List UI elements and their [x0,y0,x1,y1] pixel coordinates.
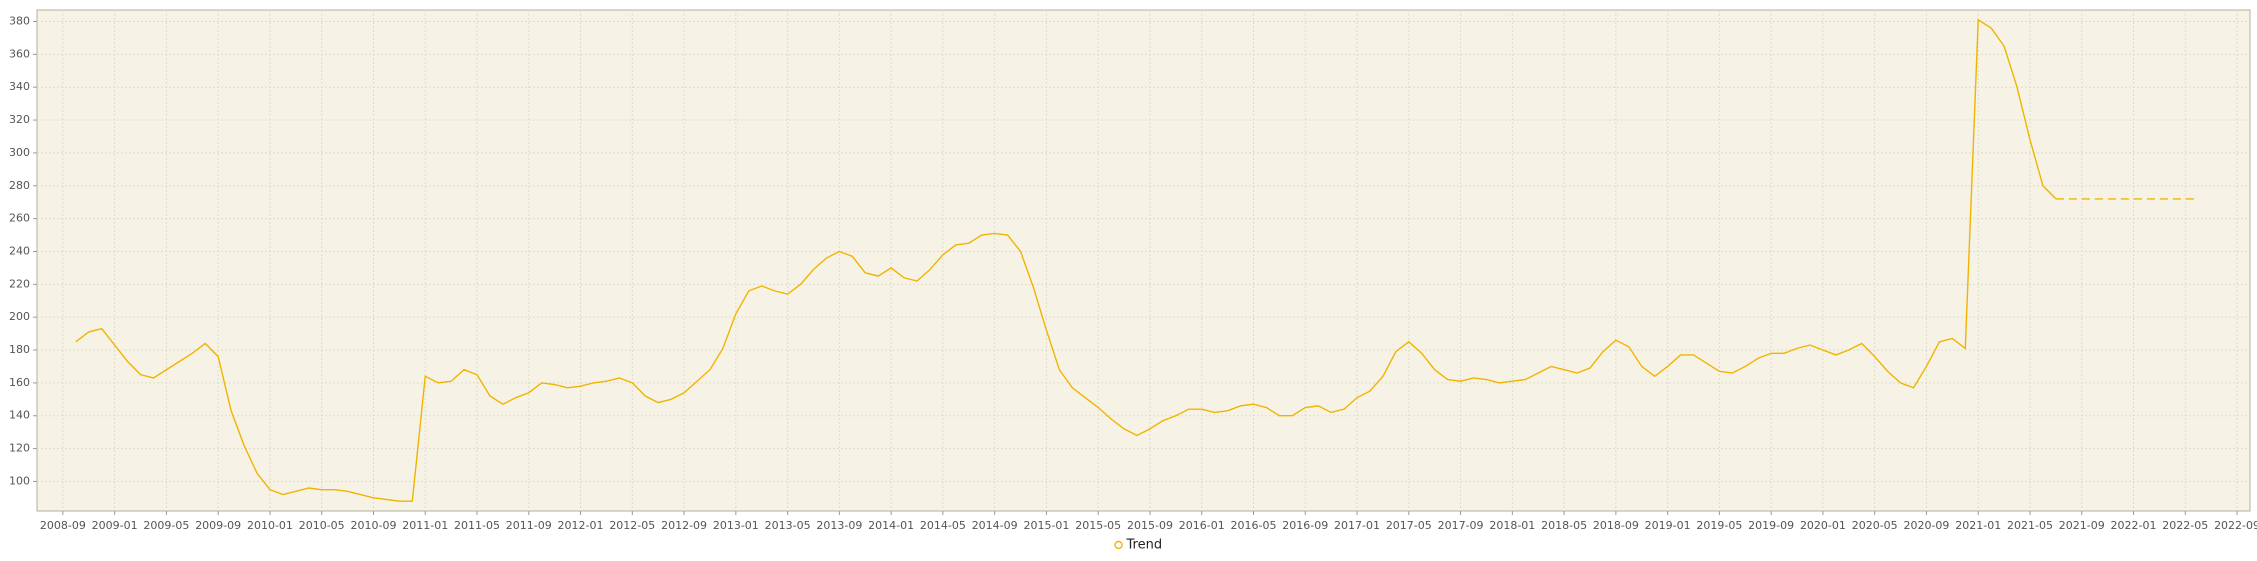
plot-area [36,9,2251,512]
x-tick-label: 2008-09 [40,519,86,532]
legend-marker [1114,540,1123,550]
y-tick-label: 320 [9,113,30,126]
x-tick-label: 2014-01 [868,519,914,532]
x-tick-label: 2013-05 [765,519,811,532]
x-tick-label: 2009-05 [143,519,189,532]
x-tick-label: 2011-01 [402,519,448,532]
x-tick-label: 2015-01 [1023,519,1069,532]
x-tick-label: 2015-09 [1127,519,1173,532]
x-tick-label: 2020-09 [1903,519,1949,532]
x-tick-label: 2009-01 [92,519,138,532]
x-tick-label: 2022-05 [2162,519,2208,532]
y-tick-label: 240 [9,244,30,257]
x-tick-label: 2010-05 [299,519,345,532]
x-tick-label: 2010-09 [350,519,396,532]
x-tick-label: 2019-05 [1696,519,1742,532]
y-tick-label: 260 [9,212,30,225]
x-tick-label: 2017-05 [1386,519,1432,532]
y-tick-label: 300 [9,146,30,159]
x-tick-label: 2014-09 [972,519,1018,532]
y-tick-label: 180 [9,343,30,356]
x-tick-label: 2016-09 [1282,519,1328,532]
x-tick-label: 2011-09 [506,519,552,532]
x-tick-label: 2012-09 [661,519,707,532]
x-tick-label: 2020-01 [1800,519,1846,532]
x-tick-label: 2022-09 [2214,519,2257,532]
x-tick-label: 2010-01 [247,519,293,532]
x-tick-label: 2013-09 [816,519,862,532]
y-tick-label: 140 [9,409,30,422]
x-tick-label: 2021-01 [1955,519,2001,532]
x-tick-label: 2022-01 [2111,519,2157,532]
x-tick-label: 2013-01 [713,519,759,532]
x-tick-label: 2018-09 [1593,519,1639,532]
y-tick-label: 100 [9,474,30,487]
x-tick-label: 2018-01 [1489,519,1535,532]
x-tick-label: 2020-05 [1852,519,1898,532]
x-tick-label: 2016-05 [1231,519,1277,532]
legend-label: Trend [1126,538,1163,553]
x-tick-label: 2021-09 [2059,519,2105,532]
x-tick-label: 2018-05 [1541,519,1587,532]
y-tick-label: 380 [9,14,30,27]
x-tick-label: 2011-05 [454,519,500,532]
x-tick-label: 2017-09 [1438,519,1484,532]
y-tick-label: 160 [9,376,30,389]
y-tick-label: 340 [9,80,30,93]
x-tick-label: 2021-05 [2007,519,2053,532]
x-tick-label: 2014-05 [920,519,966,532]
x-tick-label: 2016-01 [1179,519,1225,532]
y-tick-label: 280 [9,179,30,192]
y-tick-label: 120 [9,442,30,455]
x-tick-label: 2019-01 [1645,519,1691,532]
x-tick-label: 2019-09 [1748,519,1794,532]
y-tick-label: 220 [9,277,30,290]
y-tick-label: 360 [9,47,30,60]
series-line [75,18,2057,502]
x-tick-label: 2012-05 [609,519,655,532]
x-tick-label: 2009-09 [195,519,241,532]
x-tick-label: 2015-05 [1075,519,1121,532]
x-tick-label: 2012-01 [558,519,604,532]
y-tick-label: 200 [9,310,30,323]
x-tick-label: 2017-01 [1334,519,1380,532]
